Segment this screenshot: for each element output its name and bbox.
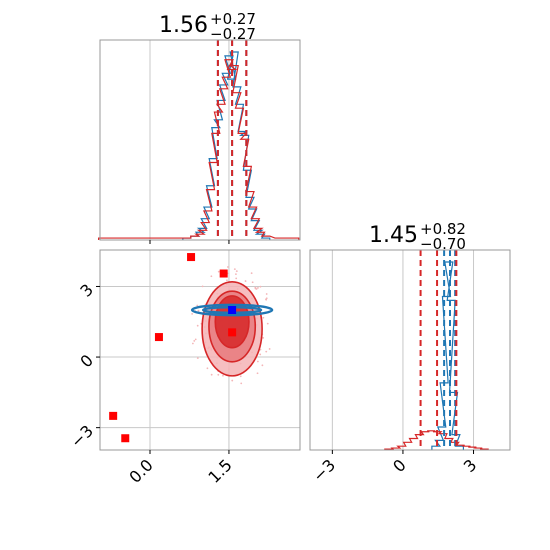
sample-dot: [256, 372, 259, 375]
sample-dot: [268, 348, 271, 350]
sample-dot: [217, 270, 220, 273]
y-tick-label: −3: [67, 421, 97, 451]
title-upper-error: +0.82: [420, 220, 466, 238]
sample-dot: [194, 338, 197, 341]
sample-dot: [235, 273, 237, 276]
marginal-histogram-param1: 1.56 +0.27 −0.27: [98, 10, 301, 244]
x-tick-label: 0: [389, 455, 410, 476]
panel-title: 1.56: [159, 13, 208, 38]
panel-frame: [99, 249, 301, 451]
histogram-series: [182, 51, 271, 240]
sample-dot: [262, 336, 265, 339]
sample-dot: [251, 281, 254, 284]
point-marker: [154, 333, 163, 342]
title-value: 1.45: [369, 223, 418, 248]
sample-dot: [197, 309, 200, 312]
sample-dot: [265, 298, 268, 301]
sample-dot: [235, 270, 238, 273]
sample-dot: [233, 268, 236, 270]
sample-dot: [265, 293, 268, 295]
y-tick-label: 0: [76, 351, 97, 372]
sample-dot: [261, 364, 264, 367]
sample-dot: [191, 313, 194, 315]
sample-dot: [196, 304, 199, 307]
sample-dot: [191, 342, 194, 345]
sample-dot: [201, 285, 204, 288]
point-marker: [187, 253, 196, 262]
title-lower-error: −0.70: [420, 235, 466, 253]
sample-dot: [259, 353, 262, 356]
sample-dot: [239, 375, 242, 378]
sample-dot: [265, 350, 268, 353]
title-value: 1.56: [159, 13, 208, 38]
sample-dot: [193, 340, 196, 342]
title-upper-error: +0.27: [210, 10, 256, 28]
panel-frame: [99, 39, 301, 241]
sample-dot: [262, 316, 265, 319]
panel-title: 1.45: [369, 223, 418, 248]
point-marker: [219, 269, 228, 278]
sample-dot: [222, 374, 224, 377]
sample-dot: [206, 367, 209, 370]
marginal-histogram-param2: −3 0 3 1.45 +0.82 −0.70: [309, 220, 511, 486]
sample-dot: [226, 266, 229, 268]
point-marker: [109, 411, 118, 420]
x-tick-label: −3: [309, 455, 339, 485]
point-marker: [228, 328, 237, 337]
density-contour: [214, 295, 250, 349]
sample-dot: [217, 373, 220, 376]
point-marker: [121, 434, 130, 443]
x-tick-label: 0.0: [125, 455, 156, 486]
sample-dot: [266, 322, 269, 325]
x-tick-label: 3: [460, 455, 481, 476]
sample-dot: [256, 360, 259, 363]
sample-dot: [240, 382, 243, 385]
point-marker: [228, 306, 237, 314]
histogram-series: [98, 59, 300, 240]
sample-dot: [257, 287, 259, 289]
sample-dot: [259, 285, 262, 288]
y-tick-label: 3: [76, 280, 97, 301]
sample-dot: [250, 272, 253, 275]
density-contour: [190, 303, 274, 317]
title-lower-error: −0.27: [210, 25, 256, 43]
sample-dot: [196, 324, 199, 327]
sample-dot: [265, 297, 268, 300]
sample-dot: [254, 287, 257, 290]
sample-dot: [196, 357, 199, 360]
sample-dot: [210, 373, 213, 376]
sample-dot: [226, 279, 228, 282]
sample-dot: [231, 379, 234, 382]
joint-scatter-param1-param2: 0.0 1.5 −3 0 3: [67, 249, 301, 487]
sample-dot: [235, 277, 238, 280]
x-tick-label: 1.5: [204, 455, 235, 486]
sample-dot: [244, 280, 247, 282]
panel-frame: [309, 249, 511, 451]
sample-dot: [210, 275, 213, 278]
